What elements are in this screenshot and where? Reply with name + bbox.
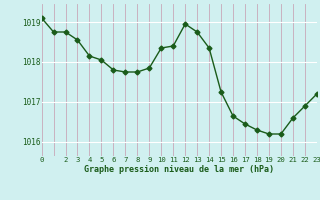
X-axis label: Graphe pression niveau de la mer (hPa): Graphe pression niveau de la mer (hPa)	[84, 165, 274, 174]
